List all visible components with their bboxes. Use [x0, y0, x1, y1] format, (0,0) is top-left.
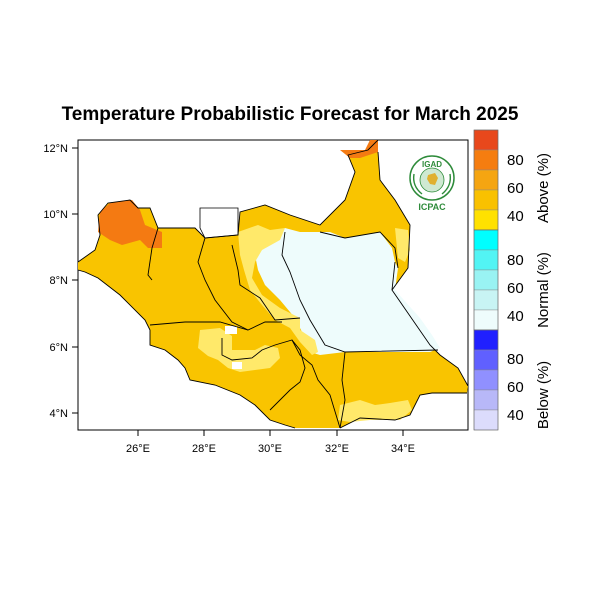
colorbar-normal-segment	[473, 309, 499, 331]
map-title: Temperature Probabilistic Forecast for M…	[61, 104, 519, 125]
axis-ticks	[72, 147, 404, 436]
y-tick-label: 6°N	[50, 342, 69, 354]
y-tick-label: 12°N	[43, 143, 68, 155]
region-light-yellow-3	[338, 400, 412, 422]
x-tick-label: 34°E	[391, 443, 415, 455]
colorbar-above-segment	[473, 189, 499, 211]
x-tick-label: 30°E	[258, 443, 282, 455]
colorbar-normal-segment	[473, 249, 499, 271]
region-white-enclave	[199, 207, 239, 239]
region-light-yellow-2	[198, 328, 280, 372]
below-title: Below (%)	[535, 361, 552, 429]
region-above-70-80	[98, 200, 162, 248]
y-tick-label: 4°N	[50, 408, 69, 420]
white-patch-2	[232, 362, 242, 369]
x-tick-label: 28°E	[192, 443, 216, 455]
above-label-60: 60	[507, 180, 524, 197]
normal-label-80: 80	[507, 252, 524, 269]
region-light-yellow-4	[395, 228, 410, 262]
colorbar-below-segment	[473, 409, 499, 431]
colorbar-above-segment	[473, 129, 499, 151]
colorbar-below-segment	[473, 329, 499, 351]
x-tick-label: 26°E	[126, 443, 150, 455]
y-tick-label: 8°N	[50, 275, 69, 287]
colorbar-normal-segment	[473, 289, 499, 311]
logo-laurel-left-icon	[412, 173, 423, 195]
region-light-yellow-1	[238, 225, 318, 355]
above-title: Above (%)	[535, 153, 552, 223]
colorbar-normal-segment	[473, 269, 499, 291]
below-label-80: 80	[507, 351, 524, 368]
colorbar-below-outline	[473, 329, 499, 431]
above-label-80: 80	[507, 152, 524, 169]
logo-laurel-right-icon	[441, 173, 452, 195]
logo-bottom-text: ICPAC	[418, 202, 446, 212]
region-above-north-spike	[340, 140, 378, 158]
colorbar-below-segment	[473, 349, 499, 371]
above-label-40: 40	[507, 208, 524, 225]
below-label-40: 40	[507, 407, 524, 424]
colorbar-below-segment	[473, 369, 499, 391]
icpac-logo: IGAD ICPAC	[409, 155, 455, 212]
colorbar-below-segment	[473, 389, 499, 411]
logo-africa-icon	[427, 173, 438, 185]
logo-top-text: IGAD	[422, 160, 442, 169]
region-normal	[255, 228, 440, 355]
colorbar-normal-segment	[473, 229, 499, 251]
colorbar-above-segment	[473, 149, 499, 171]
state-boundaries	[77, 139, 469, 429]
colorbar-above-segment	[473, 169, 499, 191]
normal-label-40: 40	[507, 308, 524, 325]
below-label-60: 60	[507, 379, 524, 396]
y-tick-label: 10°N	[43, 209, 68, 221]
x-tick-label: 32°E	[325, 443, 349, 455]
normal-label-60: 60	[507, 280, 524, 297]
normal-title: Normal (%)	[535, 252, 552, 328]
colorbar-above-segment	[473, 209, 499, 231]
white-patch-1	[225, 326, 237, 334]
colorbar	[473, 129, 499, 431]
